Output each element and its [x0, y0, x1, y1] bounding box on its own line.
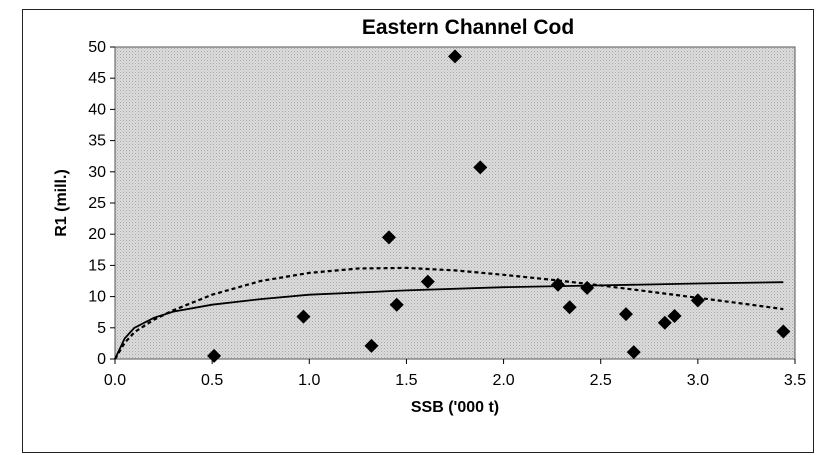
x-tick-label: 0.5: [201, 372, 223, 389]
plot-area: [114, 46, 796, 360]
data-point-diamond: [667, 308, 682, 323]
data-point-diamond: [207, 348, 222, 363]
x-tick-label: 1.0: [298, 372, 320, 389]
x-tick-label: 2.5: [590, 372, 612, 389]
data-points: [207, 49, 791, 363]
data-point-diamond: [690, 293, 705, 308]
x-tick-label: 3.0: [687, 372, 709, 389]
y-axis: 0 5 10 15 20 25 30 35 40 45 50: [88, 39, 115, 368]
chart-title: Eastern Channel Cod: [362, 16, 574, 39]
data-point-diamond: [296, 309, 311, 324]
y-tick-label: 5: [97, 320, 106, 337]
x-tick-label: 1.5: [395, 372, 417, 389]
data-point-diamond: [580, 280, 595, 295]
x-tick-label: 3.5: [784, 372, 806, 389]
data-point-diamond: [420, 274, 435, 289]
y-tick-label: 50: [88, 39, 106, 56]
data-point-diamond: [618, 307, 633, 322]
data-point-diamond: [562, 300, 577, 315]
data-point-diamond: [550, 277, 565, 292]
y-tick-label: 20: [88, 226, 106, 243]
data-point-diamond: [473, 160, 488, 175]
data-point-diamond: [389, 297, 404, 312]
x-tick-label: 2.0: [492, 372, 514, 389]
y-tick-label: 25: [88, 195, 106, 212]
y-tick-label: 30: [88, 164, 106, 181]
x-axis: 0.0 0.5 1.0 1.5 2.0 2.5 3.0 3.5: [104, 359, 806, 389]
data-point-diamond: [448, 49, 462, 64]
data-point-diamond: [381, 230, 396, 245]
y-tick-label: 15: [88, 257, 106, 274]
y-tick-label: 40: [88, 101, 106, 118]
y-tick-label: 35: [88, 133, 106, 150]
x-axis-label: SSB ('000 t): [411, 399, 499, 416]
fit-lines: [114, 266, 784, 360]
data-point-diamond: [657, 315, 672, 330]
dashed-fit-line: [114, 266, 784, 360]
data-point-diamond: [776, 324, 791, 339]
x-tick-label: 0.0: [104, 372, 126, 389]
data-point-diamond: [364, 338, 379, 353]
y-tick-label: 10: [88, 289, 106, 306]
y-axis-label: R1 (mill.): [53, 169, 70, 237]
y-tick-label: 45: [88, 70, 106, 87]
data-point-diamond: [626, 345, 641, 360]
y-tick-label: 0: [97, 351, 106, 368]
